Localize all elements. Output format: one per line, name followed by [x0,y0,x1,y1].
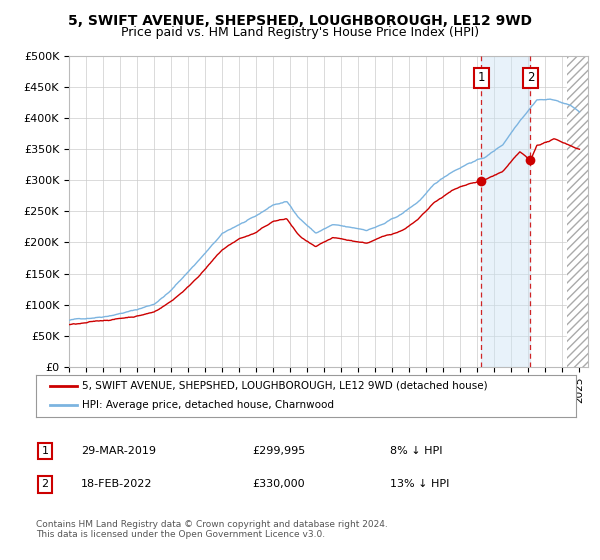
Bar [481,56,530,367]
Text: 1: 1 [41,446,49,456]
Text: Price paid vs. HM Land Registry's House Price Index (HPI): Price paid vs. HM Land Registry's House … [121,26,479,39]
Text: 2: 2 [527,71,534,84]
Bar [567,56,588,367]
Text: HPI: Average price, detached house, Charnwood: HPI: Average price, detached house, Char… [82,400,334,410]
Text: 5, SWIFT AVENUE, SHEPSHED, LOUGHBOROUGH, LE12 9WD (detached house): 5, SWIFT AVENUE, SHEPSHED, LOUGHBOROUGH,… [82,381,488,391]
Text: 13% ↓ HPI: 13% ↓ HPI [390,479,449,489]
Text: 2: 2 [41,479,49,489]
Text: 29-MAR-2019: 29-MAR-2019 [81,446,156,456]
Text: £299,995: £299,995 [252,446,305,456]
Text: £330,000: £330,000 [252,479,305,489]
Text: 1: 1 [478,71,485,84]
Text: 18-FEB-2022: 18-FEB-2022 [81,479,152,489]
Text: 5, SWIFT AVENUE, SHEPSHED, LOUGHBOROUGH, LE12 9WD: 5, SWIFT AVENUE, SHEPSHED, LOUGHBOROUGH,… [68,14,532,28]
Text: Contains HM Land Registry data © Crown copyright and database right 2024.
This d: Contains HM Land Registry data © Crown c… [36,520,388,539]
Text: 8% ↓ HPI: 8% ↓ HPI [390,446,443,456]
Bar [567,56,588,367]
